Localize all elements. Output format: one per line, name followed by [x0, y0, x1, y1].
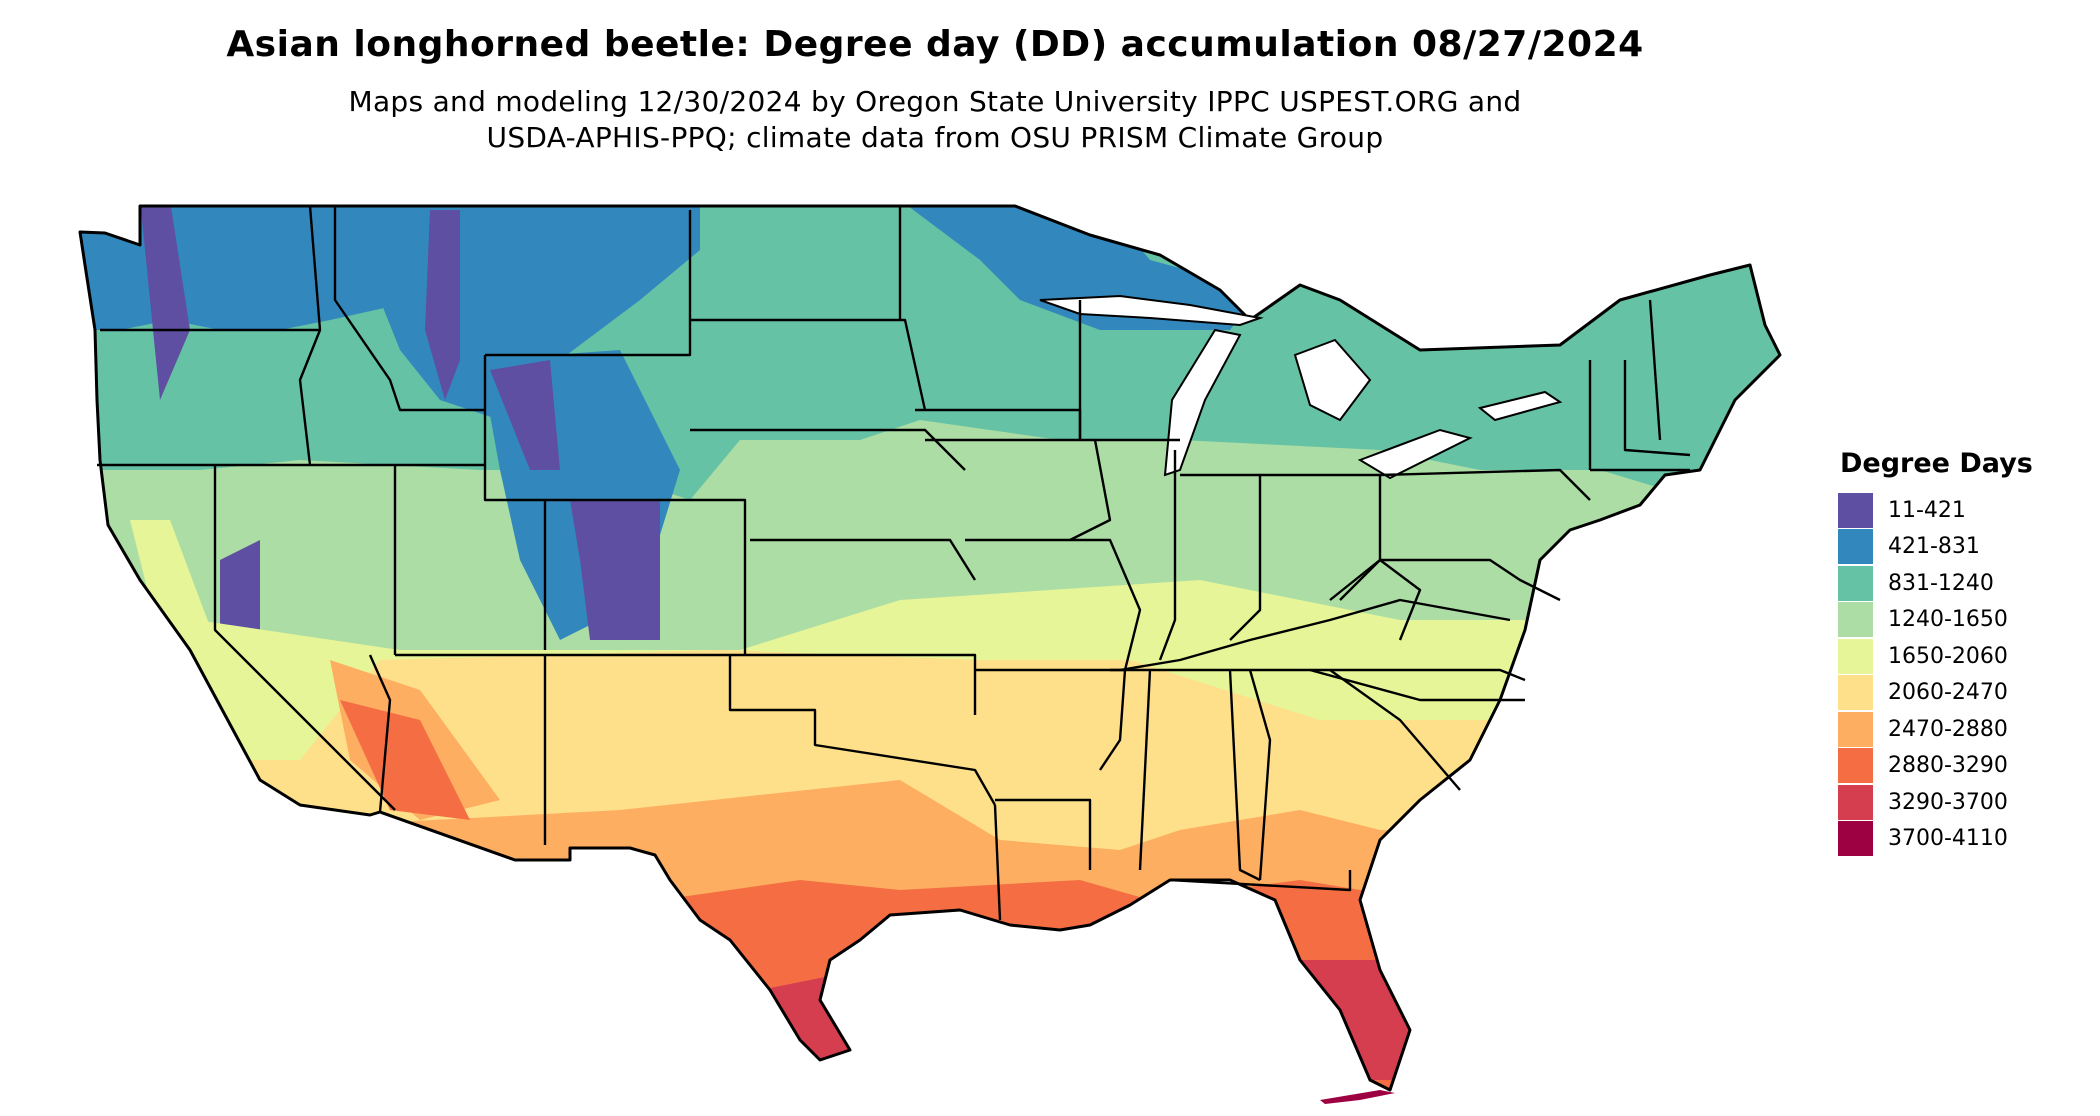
- border-oh-pa: [1260, 473, 1382, 601]
- zone-421-831-upper-midwest: [900, 206, 1260, 330]
- border-nd-sd: [690, 318, 927, 411]
- legend-swatch: [1838, 784, 1873, 820]
- lake-ontario: [1477, 390, 1563, 422]
- border-ms-al: [1228, 669, 1261, 882]
- legend-label: 831-1240: [1888, 570, 1994, 596]
- border-al-fl: [1169, 870, 1352, 892]
- map-subtitle-line-2: USDA-APHIS-PPQ; climate data from OSU PR…: [486, 121, 1384, 154]
- border-il-in: [1158, 450, 1177, 661]
- border-vt-nh: [1623, 360, 1691, 457]
- border-al-ga: [1248, 669, 1272, 881]
- zone-421-831-rockies: [330, 206, 700, 420]
- zone-2880-3290-arizona: [340, 700, 470, 820]
- lake-michigan: [1163, 328, 1242, 477]
- lake-erie: [1357, 428, 1473, 480]
- border-tx-la: [993, 804, 1002, 921]
- legend: Degree Days 11-421 421-831 831-1240 1240-16…: [1838, 448, 2088, 857]
- border-az-west: [368, 654, 392, 813]
- border-tn-south: [1110, 668, 1526, 682]
- legend-label: 3700-4110: [1888, 826, 2008, 851]
- zone-2880-3290-gulf: [80, 880, 1780, 1090]
- border-ga-sc: [1329, 669, 1461, 791]
- map-subtitle-line-1: Maps and modeling 12/30/2024 by Oregon S…: [348, 85, 1522, 118]
- map-title: Asian longhorned beetle: Degree day (DD)…: [226, 24, 1644, 65]
- degree-day-map: [0, 190, 1790, 1116]
- state-borders: [97, 205, 1691, 921]
- border-nc-sc: [1309, 668, 1525, 702]
- great-lakes: [1039, 294, 1563, 480]
- legend-swatch: [1838, 529, 1873, 564]
- border-wv-va: [1329, 558, 1422, 641]
- legend-item: 831-1240: [1838, 565, 2088, 601]
- zone-11-421-wyoming: [490, 360, 560, 470]
- legend-label: 1240-1650: [1888, 607, 2008, 632]
- border-sd-ne: [690, 428, 966, 471]
- border-ky-tn: [1119, 598, 1511, 672]
- border-mo-il: [965, 538, 1142, 671]
- border-ar-la: [995, 798, 1092, 870]
- zone-1650-2060-central-valley: [130, 520, 300, 760]
- border-ms-west: [1138, 669, 1152, 871]
- legend-swatch: [1838, 492, 1873, 528]
- border-ia-mo: [925, 438, 1112, 542]
- legend-label: 11-421: [1888, 497, 1966, 523]
- legend-item: 1650-2060: [1838, 638, 2088, 674]
- legend-item: 3290-3700: [1838, 784, 2088, 820]
- legend-item: 11-421: [1838, 492, 2088, 528]
- border-ks-ok: [745, 653, 977, 715]
- lake-superior: [1039, 294, 1264, 327]
- zone-11-421-northern-rockies: [425, 210, 460, 400]
- border-mt-wy-nd: [485, 210, 692, 357]
- zone-3700-4110-keys: [1320, 1090, 1395, 1104]
- legend-label: 421-831: [1888, 534, 1980, 559]
- legend-label: 3290-3700: [1888, 789, 2008, 815]
- border-ok-tx: [728, 655, 997, 806]
- legend-item: 421-831: [1838, 529, 2088, 565]
- zone-2470-2880-gulf: [80, 780, 1780, 1090]
- legend-label: 2060-2470: [1888, 680, 2008, 705]
- zone-11-421-cascades: [140, 206, 190, 400]
- lake-huron: [1293, 338, 1372, 422]
- legend-label: 2880-3290: [1888, 753, 2008, 778]
- legend-items: 11-421 421-831 831-1240 1240-1650 1650-2060 2…: [1838, 492, 2088, 857]
- legend-swatch: [1838, 638, 1873, 674]
- legend-label: 2470-2880: [1888, 716, 2008, 742]
- legend-item: 2060-2470: [1838, 675, 2088, 711]
- border-ca-nv: [213, 465, 396, 811]
- legend-item: 3700-4110: [1838, 821, 2088, 857]
- border-mo-ar: [975, 668, 1127, 771]
- border-wy-id-ut: [483, 355, 547, 650]
- legend-item: 1240-1650: [1838, 602, 2088, 638]
- border-wy-co: [545, 498, 747, 655]
- degree-day-map-canvas: [78, 204, 1782, 1104]
- border-pa-md: [1380, 558, 1561, 602]
- border-id-mt: [333, 206, 485, 412]
- legend-swatch: [1838, 748, 1873, 783]
- legend-item: 2470-2880: [1838, 711, 2088, 747]
- border-in-oh: [1180, 473, 1262, 641]
- legend-label: 1650-2060: [1888, 643, 2008, 669]
- zone-3290-3700-florida: [1300, 960, 1420, 1080]
- zone-11-421-colorado: [570, 500, 660, 640]
- legend-swatch: [1838, 675, 1873, 710]
- legend-swatch: [1838, 602, 1873, 637]
- us-outline: [78, 204, 1782, 1092]
- legend-item: 2880-3290: [1838, 748, 2088, 784]
- legend-swatch: [1838, 821, 1873, 856]
- border-ne-ks: [750, 538, 977, 581]
- border-pa-ny: [1379, 468, 1591, 501]
- border-nh-me: [1648, 299, 1662, 441]
- legend-title: Degree Days: [1840, 448, 2033, 479]
- legend-swatch: [1838, 711, 1873, 747]
- border-wa-id-or: [298, 205, 322, 466]
- legend-swatch: [1838, 565, 1873, 601]
